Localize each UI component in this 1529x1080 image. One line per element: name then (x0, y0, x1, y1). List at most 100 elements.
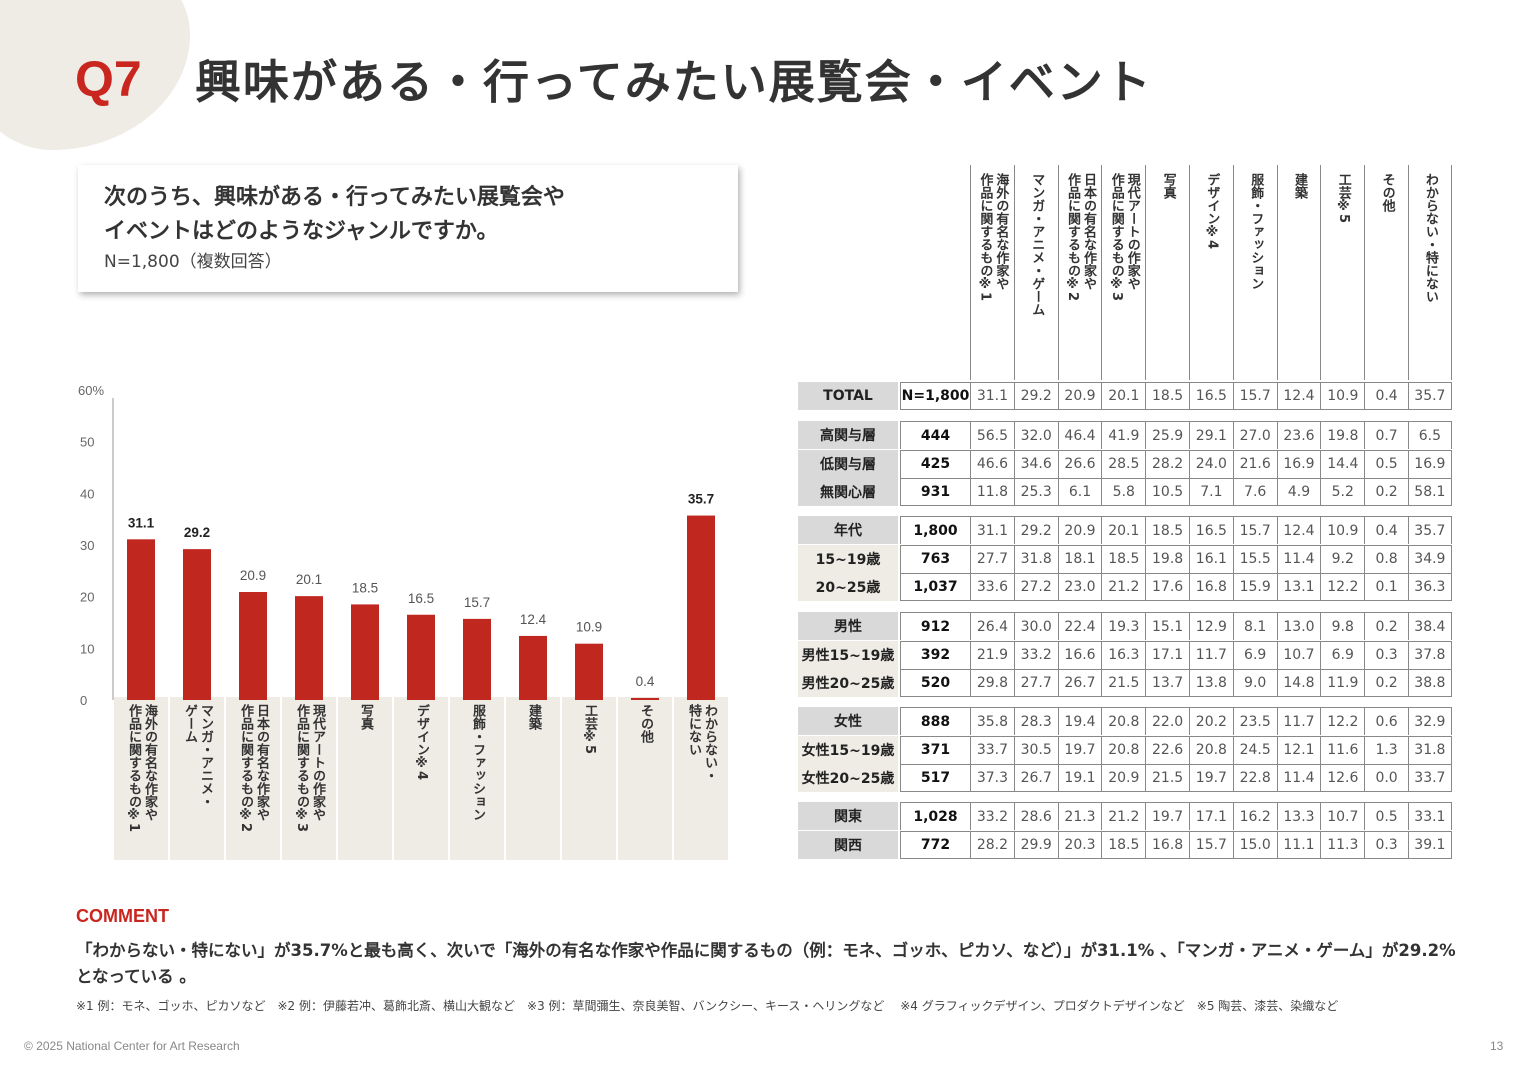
row-label: 女性15~19歳 (798, 735, 898, 764)
table-cell: 0.2 (1364, 478, 1408, 506)
table-cell: 16.8 (1145, 830, 1189, 859)
table-row: 女性20~25歳 517 37.3 26.7 19.1 20.9 21.5 19.7 22.8 1… (798, 764, 1452, 792)
row-sample-size: 763 (900, 544, 970, 573)
bar (463, 618, 491, 700)
table-cell: 13.8 (1188, 669, 1233, 697)
table-cell: 46.4 (1057, 421, 1102, 449)
bar (519, 635, 547, 700)
table-cell: 22.8 (1232, 764, 1277, 792)
table-cell: 16.1 (1188, 544, 1233, 573)
x-category-label: 工芸※5 (582, 704, 597, 755)
table-cell: 19.8 (1320, 421, 1365, 449)
table-cell: 11.6 (1320, 735, 1365, 764)
bar (687, 515, 715, 700)
table-cell: 16.9 (1407, 449, 1452, 478)
table-cell: 10.5 (1145, 478, 1189, 506)
row-label: 男性 (798, 612, 898, 640)
row-sample-size: 1,037 (900, 573, 970, 601)
bar (351, 604, 379, 700)
y-tick-label: 20 (80, 590, 94, 605)
table-cell: 9.0 (1232, 669, 1277, 697)
bar-value-label: 29.2 (184, 525, 210, 540)
table-cell: 23.6 (1276, 421, 1321, 449)
table-cell: 21.5 (1145, 764, 1189, 792)
y-tick-label: 10 (80, 641, 94, 656)
page-number: 13 (1490, 1039, 1504, 1053)
table-cell: 33.1 (1407, 802, 1452, 830)
table-cell: 13.1 (1276, 573, 1321, 601)
table-cell: 15.9 (1232, 573, 1277, 601)
table-cell: 20.1 (1101, 516, 1146, 544)
table-cell: 6.5 (1407, 421, 1452, 449)
table-cell: 0.0 (1364, 764, 1408, 792)
row-label: 関東 (798, 802, 898, 830)
table-cell: 13.7 (1145, 669, 1189, 697)
table-cell: 0.3 (1364, 830, 1408, 859)
row-sample-size: 371 (900, 735, 970, 764)
x-category-label: 建築 (526, 704, 541, 730)
column-header: 服飾・ファッション (1232, 165, 1277, 380)
table-cell: 19.7 (1057, 735, 1102, 764)
table-cell: 15.1 (1145, 612, 1189, 640)
row-label: 低関与層 (798, 449, 898, 478)
table-cell: 20.1 (1101, 382, 1146, 410)
column-header: 日本の有名な作家や 作品に関するもの※2 (1057, 165, 1102, 380)
table-cell: 26.7 (1013, 764, 1058, 792)
table-cell: 14.8 (1276, 669, 1321, 697)
row-sample-size: 1,028 (900, 802, 970, 830)
table-row: TOTAL N=1,800 31.1 29.2 20.9 20.1 18.5 16.5 15.7… (798, 382, 1452, 410)
table-cell: 21.6 (1232, 449, 1277, 478)
row-sample-size: N=1,800 (900, 382, 970, 410)
column-header: 海外の有名な作家や 作品に関するもの※1 (970, 165, 1014, 380)
table-cell: 23.5 (1232, 707, 1277, 735)
table-cell: 11.9 (1320, 669, 1365, 697)
table-cell: 5.2 (1320, 478, 1365, 506)
table-cell: 16.5 (1188, 382, 1233, 410)
y-tick-label: 0 (80, 693, 87, 708)
table-cell: 28.2 (1145, 449, 1189, 478)
table-cell: 0.4 (1364, 516, 1408, 544)
table-cell: 20.9 (1057, 516, 1102, 544)
table-cell: 16.3 (1101, 640, 1146, 669)
row-label: 男性20~25歳 (798, 669, 898, 697)
y-tick-label: 60% (78, 383, 104, 398)
table-cell: 19.1 (1057, 764, 1102, 792)
table-cell: 11.1 (1276, 830, 1321, 859)
category-cell (170, 697, 224, 860)
table-cell: 19.7 (1145, 802, 1189, 830)
table-cell: 30.5 (1013, 735, 1058, 764)
category-cell (282, 697, 336, 860)
table-cell: 11.8 (970, 478, 1014, 506)
table-cell: 16.8 (1188, 573, 1233, 601)
table-cell: 12.4 (1276, 516, 1321, 544)
bar-value-label: 18.5 (352, 580, 378, 595)
column-header: わからない・特にない (1408, 165, 1452, 380)
table-cell: 29.8 (970, 669, 1014, 697)
table-cell: 11.4 (1276, 764, 1321, 792)
row-label: 男性15~19歳 (798, 640, 898, 669)
x-category-label: 日本の有名な作家や 作品に関するもの※2 (238, 704, 269, 833)
category-cell (618, 697, 672, 860)
table-cell: 35.7 (1407, 516, 1452, 544)
column-header: その他 (1364, 165, 1408, 380)
table-cell: 12.4 (1276, 382, 1321, 410)
column-header: デザイン※4 (1189, 165, 1233, 380)
y-tick-label: 30 (80, 538, 94, 553)
table-cell: 11.4 (1276, 544, 1321, 573)
x-category-label: デザイン※4 (414, 704, 429, 781)
table-row: 関西 772 28.2 29.9 20.3 18.5 16.8 15.7 15.0 11.1 11.… (798, 830, 1452, 859)
copyright: © 2025 National Center for Art Research (24, 1039, 240, 1053)
table-cell: 0.1 (1364, 573, 1408, 601)
table-cell: 35.8 (970, 707, 1014, 735)
table-cell: 28.5 (1101, 449, 1146, 478)
table-cell: 0.8 (1364, 544, 1408, 573)
table-cell: 31.1 (970, 382, 1014, 410)
column-header: 建築 (1276, 165, 1321, 380)
table-cell: 12.2 (1320, 707, 1365, 735)
table-cell: 38.8 (1407, 669, 1452, 697)
table-row: 女性 888 35.8 28.3 19.4 20.8 22.0 20.2 23.5 11.7 12.… (798, 707, 1452, 735)
table-cell: 29.2 (1013, 516, 1058, 544)
table-row: 男性20~25歳 520 29.8 27.7 26.7 21.5 13.7 13.8 9.0 14… (798, 669, 1452, 697)
table-cell: 31.8 (1407, 735, 1452, 764)
row-label: 女性20~25歳 (798, 764, 898, 792)
